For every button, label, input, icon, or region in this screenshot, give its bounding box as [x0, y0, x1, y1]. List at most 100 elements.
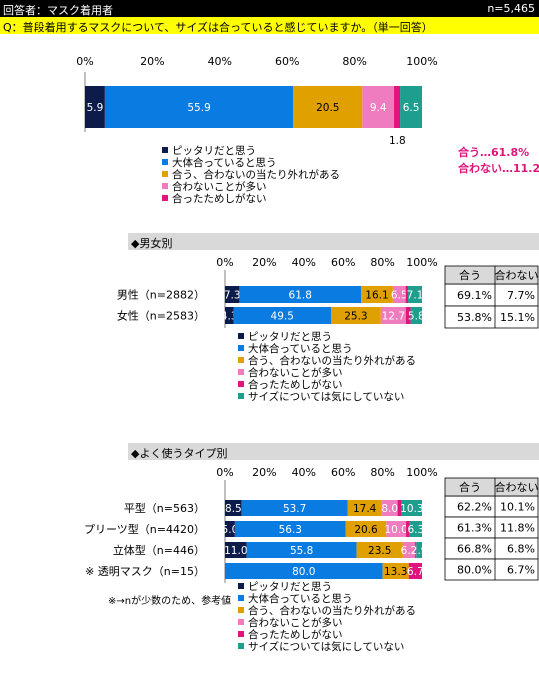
- legend-label: サイズについては気にしていない: [248, 390, 404, 403]
- data-label: 20.5: [316, 102, 339, 114]
- x-tick-label: 100%: [406, 55, 437, 68]
- legend-swatch: [162, 159, 168, 165]
- respondents-label: 回答者：マスク着用者: [3, 4, 113, 17]
- x-tick-label: 20%: [252, 466, 276, 479]
- legend-swatch: [238, 369, 244, 375]
- bar-segment: [380, 307, 406, 324]
- question-header: Q：普段着用するマスクについて、サイズは合っていると感じていますか。（単一回答）: [0, 17, 539, 34]
- data-label: 6.5: [391, 290, 408, 302]
- bar-segment: [397, 500, 402, 516]
- respondents-header: 回答者：マスク着用者 n=5,465: [0, 0, 539, 17]
- table-header: [444, 265, 539, 285]
- bar-segment: [392, 286, 406, 303]
- agree-value: 61.3%: [457, 522, 492, 535]
- bar-segment: [234, 521, 346, 537]
- legend-swatch: [238, 381, 244, 387]
- agree-value: 66.8%: [457, 543, 492, 556]
- x-tick-label: 40%: [292, 466, 316, 479]
- data-label: 13.3: [384, 566, 407, 578]
- summary-disagree: 合わない…11.2%: [458, 161, 539, 175]
- bar-segment: [382, 563, 409, 579]
- data-label: 5.8: [408, 311, 425, 323]
- disagree-value: 6.8%: [507, 543, 535, 556]
- data-label: 8.0: [381, 503, 398, 515]
- bar-segment: [225, 286, 240, 303]
- bar-segment: [104, 86, 294, 128]
- table-header-agree: 合う: [459, 268, 481, 282]
- data-label: 56.3: [279, 524, 302, 536]
- legend-swatch: [238, 345, 244, 351]
- disagree-value: 15.1%: [500, 311, 535, 324]
- bar-segment: [401, 500, 422, 516]
- x-tick-label: 20%: [140, 55, 164, 68]
- x-tick-label: 40%: [292, 256, 316, 269]
- data-label: 53.7: [283, 503, 306, 515]
- footnote: ※→nが少数のため、参考値: [108, 594, 231, 607]
- legend-label: 合わないことが多い: [248, 616, 343, 629]
- bar-segment: [362, 86, 395, 128]
- row-label: ※ 透明マスク（n=15）: [85, 565, 205, 578]
- data-label: 7.1: [407, 290, 424, 302]
- agree-value: 62.2%: [457, 501, 492, 514]
- section-title-gender: ◆男女別: [131, 237, 173, 250]
- small-segment-label: 1.8: [389, 135, 406, 147]
- legend-swatch: [238, 595, 244, 601]
- data-label: 10.0: [384, 524, 407, 536]
- bar-segment: [356, 542, 403, 558]
- bar-segment: [85, 86, 105, 128]
- data-label: 5.0: [222, 524, 239, 536]
- row-label: 女性（n=2583）: [117, 309, 205, 323]
- bar-segment: [406, 521, 410, 537]
- bar-segment: [405, 307, 411, 324]
- bar-segment: [409, 521, 422, 537]
- legend-label: 合わないことが多い: [172, 180, 267, 193]
- total-n-label: n=5,465: [487, 2, 535, 15]
- data-label: 6.2: [401, 545, 418, 557]
- bar-segment: [225, 307, 234, 324]
- data-label: 5.9: [87, 102, 104, 114]
- legend-label: 大体合っていると思う: [248, 592, 352, 605]
- bar-segment: [386, 521, 407, 537]
- data-label: 20.6: [354, 524, 378, 536]
- bar-segment: [347, 500, 382, 516]
- x-tick-label: 40%: [208, 55, 232, 68]
- x-tick-label: 0%: [76, 55, 93, 68]
- bar-segment: [381, 500, 398, 516]
- data-label: 9.4: [370, 102, 387, 114]
- data-label: 55.8: [290, 545, 313, 557]
- table-header: [444, 477, 539, 497]
- data-label: 6.3: [407, 524, 424, 536]
- bar-segment: [415, 542, 417, 558]
- data-label: 61.8: [289, 290, 312, 302]
- bar-segment: [345, 521, 387, 537]
- data-label: 6.5: [403, 102, 420, 114]
- bar-segment: [225, 542, 247, 558]
- legend-swatch: [238, 619, 244, 625]
- data-label: 23.5: [368, 545, 391, 557]
- legend-label: ピッタリだと思う: [248, 581, 332, 593]
- bar-segment: [330, 307, 381, 324]
- data-label: 4.3: [221, 311, 238, 323]
- legend-swatch: [238, 333, 244, 339]
- legend-label: 合う、合わないの当たり外れがある: [172, 168, 340, 181]
- section-header-type: ◆よく使うタイプ別: [128, 443, 539, 460]
- legend-label: 大体合っていると思う: [172, 156, 276, 169]
- x-tick-label: 80%: [370, 256, 394, 269]
- bar-segment: [239, 286, 362, 303]
- data-label: 6.7: [407, 566, 424, 578]
- data-label: 80.0: [292, 566, 315, 578]
- bar-segment: [405, 286, 409, 303]
- row-label: プリーツ型（n=4420）: [84, 522, 205, 536]
- bar-segment: [361, 286, 393, 303]
- bar-segment: [410, 307, 422, 324]
- table-cell: [444, 558, 539, 581]
- data-label: 7.3: [224, 290, 241, 302]
- section-title-type: ◆よく使うタイプ別: [131, 447, 228, 460]
- x-tick-label: 20%: [252, 256, 276, 269]
- legend-swatch: [162, 195, 168, 201]
- x-tick-label: 100%: [406, 256, 437, 269]
- data-label: 12.7: [382, 311, 405, 323]
- x-tick-label: 0%: [216, 256, 233, 269]
- table-header-disagree: 合わない: [495, 480, 539, 494]
